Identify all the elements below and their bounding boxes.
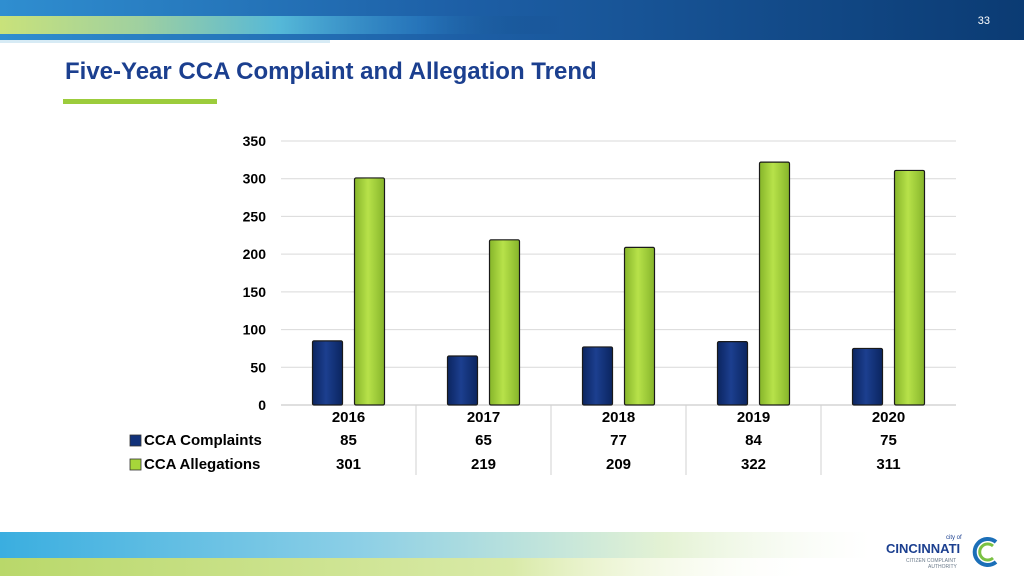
bottom-banner — [0, 532, 1024, 576]
bar-chart: 0 50 100 150 200 250 300 350 2016 85 301 2017 65 219 2… — [129, 133, 956, 475]
table-value-complaints: 85 — [340, 432, 357, 449]
table-value-complaints: 84 — [745, 432, 762, 449]
slide-title: Five-Year CCA Complaint and Allegation T… — [65, 58, 597, 85]
y-tick-label: 200 — [243, 246, 267, 262]
legend-key-allegations — [129, 458, 142, 471]
bar-complaints — [311, 340, 344, 406]
x-category-label: 2017 — [467, 409, 500, 426]
y-tick-label: 100 — [243, 322, 267, 338]
table-value-complaints: 65 — [475, 432, 492, 449]
bar-allegations — [623, 246, 656, 406]
y-tick-label: 50 — [250, 359, 266, 375]
bar-allegations — [758, 161, 791, 406]
bar-complaints — [851, 347, 884, 406]
bar-allegations — [488, 239, 521, 406]
table-value-allegations: 219 — [471, 456, 496, 473]
top-banner — [0, 0, 1024, 48]
table-value-allegations: 322 — [741, 456, 766, 473]
logo-subtitle-1: CITIZEN COMPLAINT — [906, 558, 956, 564]
y-tick-label: 250 — [243, 208, 267, 224]
table-value-complaints: 77 — [610, 432, 627, 449]
logo-c-mark-icon — [972, 537, 998, 567]
bar-complaints — [716, 341, 749, 406]
logo-city-of: city of — [946, 535, 962, 541]
bar-complaints — [446, 355, 479, 406]
y-tick-label: 350 — [243, 133, 267, 149]
x-category-label: 2020 — [872, 409, 905, 426]
y-tick-label: 150 — [243, 284, 267, 300]
legend-label-complaints: CCA Complaints — [144, 432, 262, 449]
title-underline — [63, 99, 217, 104]
table-value-allegations: 209 — [606, 456, 631, 473]
x-category-label: 2016 — [332, 409, 365, 426]
y-tick-label: 300 — [243, 171, 267, 187]
city-of-cincinnati-logo: city of CINCINNATI CITIZEN COMPLAINT AUT… — [884, 530, 1004, 576]
logo-subtitle-2: AUTHORITY — [928, 564, 958, 570]
y-tick-label: 0 — [258, 397, 266, 413]
bar-allegations — [893, 169, 926, 406]
x-category-label: 2018 — [602, 409, 635, 426]
table-value-allegations: 301 — [336, 456, 361, 473]
table-value-allegations: 311 — [876, 456, 900, 473]
legend-label-allegations: CCA Allegations — [144, 456, 260, 473]
x-category-label: 2019 — [737, 409, 770, 426]
bar-complaints — [581, 346, 614, 406]
bar-allegations — [353, 177, 386, 406]
logo-wordmark: CINCINNATI — [886, 541, 960, 556]
page-number: 33 — [977, 15, 990, 27]
table-value-complaints: 75 — [880, 432, 897, 449]
legend-key-complaints — [129, 434, 142, 447]
